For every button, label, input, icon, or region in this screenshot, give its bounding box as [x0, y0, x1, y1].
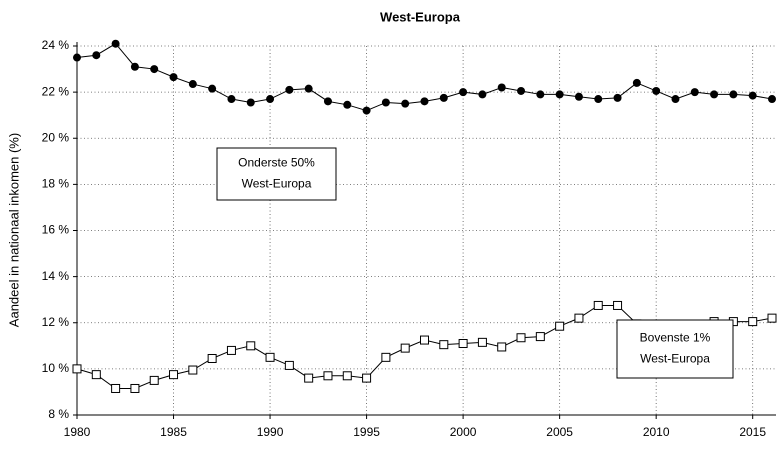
marker: [227, 95, 236, 104]
marker: [169, 73, 178, 82]
marker: [555, 321, 565, 331]
marker: [246, 98, 255, 107]
x-tick-label: 1995: [353, 425, 380, 439]
marker: [768, 95, 776, 104]
chart-title: West-Europa: [380, 9, 461, 24]
marker: [613, 93, 622, 102]
marker: [381, 98, 390, 107]
y-tick-label: 22 %: [42, 84, 70, 98]
y-tick-label: 16 %: [42, 223, 70, 237]
marker: [208, 84, 217, 93]
marker: [226, 345, 236, 355]
marker: [169, 370, 179, 380]
marker: [188, 80, 197, 89]
marker: [439, 93, 448, 102]
marker: [400, 343, 410, 353]
marker: [497, 342, 507, 352]
marker: [149, 375, 159, 385]
annotation-text: Onderste 50%: [238, 156, 315, 170]
marker: [188, 365, 198, 375]
marker: [362, 106, 371, 115]
marker: [613, 300, 623, 310]
annotation-text: Bovenste 1%: [640, 331, 711, 345]
marker: [710, 90, 719, 99]
marker: [420, 97, 429, 106]
marker: [652, 86, 661, 95]
x-tick-label: 1980: [64, 425, 91, 439]
marker: [111, 383, 121, 393]
marker: [497, 83, 506, 92]
marker: [304, 84, 313, 93]
marker: [150, 65, 159, 74]
marker: [536, 90, 545, 99]
annotation-text: West-Europa: [242, 177, 312, 191]
marker: [767, 313, 777, 323]
marker: [111, 39, 120, 48]
annotation-box: [216, 147, 337, 201]
annotation-box: [616, 319, 734, 379]
x-tick-label: 2015: [739, 425, 766, 439]
x-tick-label: 1990: [257, 425, 284, 439]
y-tick-label: 24 %: [42, 38, 70, 52]
marker: [323, 97, 332, 106]
marker: [574, 313, 584, 323]
marker: [284, 360, 294, 370]
marker: [304, 373, 314, 383]
marker: [748, 317, 758, 327]
marker: [91, 370, 101, 380]
marker: [362, 373, 372, 383]
y-tick-label: 18 %: [42, 177, 70, 191]
marker: [73, 53, 81, 62]
marker: [343, 100, 352, 109]
x-tick-label: 2010: [643, 425, 670, 439]
marker: [478, 90, 487, 99]
marker: [516, 333, 526, 343]
marker: [265, 352, 275, 362]
marker: [207, 353, 217, 363]
marker: [459, 88, 468, 97]
y-tick-label: 10 %: [42, 361, 70, 375]
marker: [690, 88, 699, 97]
x-tick-label: 1985: [160, 425, 187, 439]
y-tick-label: 14 %: [42, 269, 70, 283]
marker: [401, 99, 410, 108]
marker: [574, 92, 583, 101]
annotation-text: West-Europa: [640, 352, 710, 366]
marker: [593, 300, 603, 310]
marker: [246, 341, 256, 351]
marker: [130, 383, 140, 393]
marker: [285, 85, 294, 94]
marker: [517, 86, 526, 95]
y-tick-label: 8 %: [48, 407, 69, 421]
marker: [632, 78, 641, 87]
marker: [729, 90, 738, 99]
marker: [555, 90, 564, 99]
marker: [72, 364, 82, 374]
marker: [266, 95, 275, 104]
y-tick-label: 20 %: [42, 130, 70, 144]
marker: [342, 371, 352, 381]
marker: [92, 51, 101, 60]
marker: [420, 335, 429, 345]
marker: [535, 332, 545, 342]
marker: [439, 340, 449, 350]
marker: [323, 371, 333, 381]
y-axis-label: Aandeel in nationaal inkomen (%): [6, 133, 21, 327]
x-tick-label: 2000: [450, 425, 477, 439]
marker: [671, 95, 680, 104]
marker: [594, 95, 603, 104]
marker: [130, 62, 139, 71]
x-tick-label: 2005: [546, 425, 573, 439]
y-tick-label: 12 %: [42, 315, 70, 329]
marker: [477, 337, 487, 347]
marker: [458, 339, 468, 349]
marker: [381, 352, 391, 362]
marker: [748, 91, 757, 100]
